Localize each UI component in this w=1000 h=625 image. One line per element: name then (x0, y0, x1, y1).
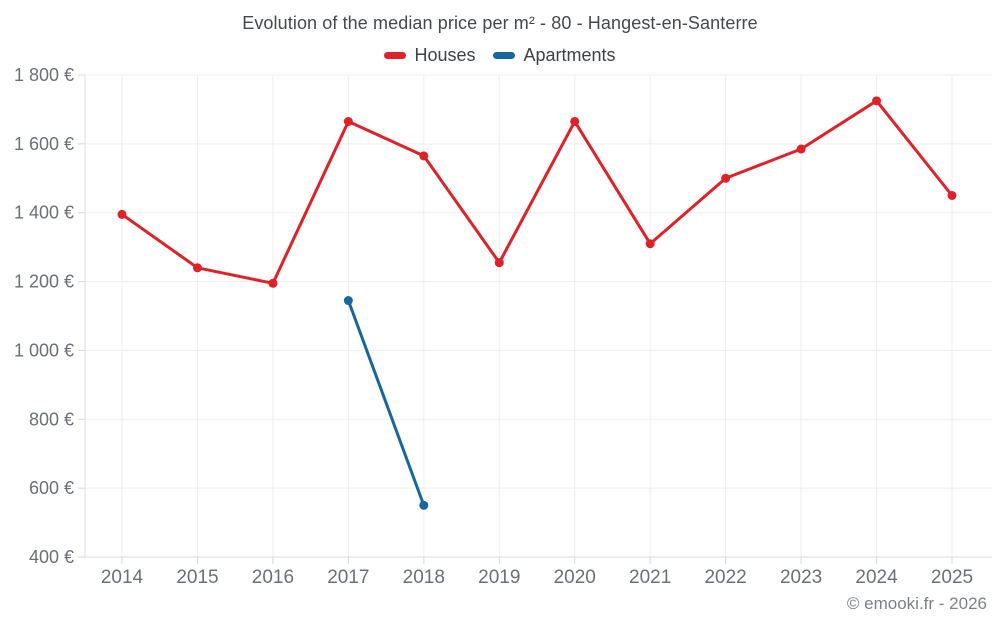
apartments-legend-label: Apartments (523, 45, 616, 65)
y-axis-label: 600 € (29, 478, 74, 498)
x-axis-label: 2015 (176, 567, 218, 588)
x-axis-label: 2024 (855, 567, 898, 588)
x-axis-label: 2016 (252, 567, 294, 588)
houses-point-2024[interactable] (872, 96, 882, 106)
x-axis-label: 2020 (554, 567, 596, 588)
x-axis-label: 2017 (327, 567, 369, 588)
x-axis-label: 2022 (704, 567, 746, 588)
apartments-line (346, 299, 426, 507)
houses-point-2019[interactable] (494, 258, 504, 268)
houses-point-2025[interactable] (947, 191, 957, 200)
houses-point-2023[interactable] (796, 144, 806, 154)
y-axis-label: 1 400 € (14, 203, 74, 223)
houses-point-2020[interactable] (570, 116, 580, 126)
x-axis-label: 2014 (101, 567, 144, 588)
houses-line (120, 99, 954, 285)
houses-point-2016[interactable] (268, 278, 278, 288)
houses-series-swatch (384, 52, 407, 59)
houses-point-2018[interactable] (419, 151, 429, 161)
apartments-point-2017[interactable] (343, 296, 353, 306)
houses-point-2017[interactable] (343, 116, 353, 126)
y-axis-label: 1 200 € (14, 272, 74, 292)
y-axis-label: 1 000 € (14, 340, 74, 360)
houses-point-2015[interactable] (192, 263, 202, 273)
x-axis-label: 2021 (629, 567, 671, 588)
houses-point-2022[interactable] (721, 173, 731, 183)
x-axis-label: 2023 (780, 567, 822, 588)
legend-item-houses[interactable]: Houses (384, 45, 475, 66)
y-axis-label: 800 € (29, 409, 74, 429)
houses-legend-label: Houses (414, 45, 476, 65)
apartments-point-2018[interactable] (419, 500, 429, 510)
y-axis-label: 1 800 € (14, 65, 74, 85)
x-axis-label: 2018 (403, 567, 445, 588)
chart-title: Evolution of the median price per m² - 8… (242, 13, 758, 33)
apartments-series-swatch (493, 52, 516, 59)
copyright-credit: © emooki.fr - 2026 (846, 594, 987, 613)
legend-item-apartments[interactable]: Apartments (493, 45, 616, 66)
x-axis-label: 2025 (931, 567, 973, 588)
chart-legend: Houses Apartments (0, 45, 1000, 66)
y-axis-label: 400 € (29, 547, 74, 567)
houses-point-2014[interactable] (117, 209, 127, 219)
y-axis-label: 1 600 € (14, 134, 74, 154)
x-axis-label: 2019 (478, 567, 520, 588)
houses-point-2021[interactable] (645, 239, 655, 249)
